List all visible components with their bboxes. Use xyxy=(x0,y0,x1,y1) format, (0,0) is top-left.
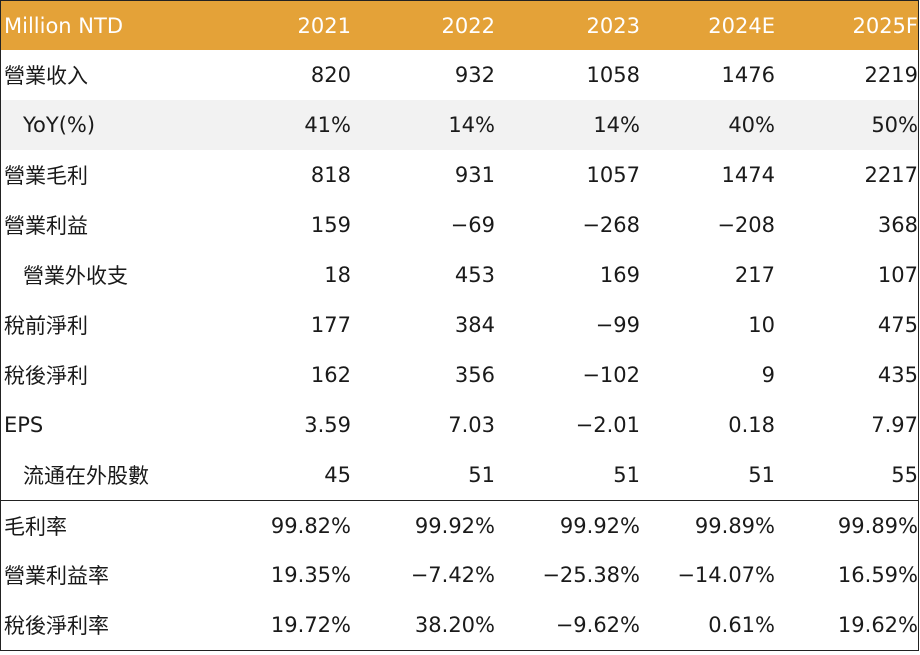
table-cell: −268 xyxy=(582,213,640,237)
table-cell: 162 xyxy=(310,363,351,387)
row-label: 營業收入 xyxy=(4,64,88,88)
table-cell: −69 xyxy=(450,213,495,237)
header-year: 2021 xyxy=(297,13,351,38)
table-cell: 50% xyxy=(871,113,918,137)
row-label: 營業外收支 xyxy=(23,264,128,288)
table-cell: −99 xyxy=(595,313,640,337)
table-cell: 1474 xyxy=(721,163,775,187)
table-cell: 356 xyxy=(454,363,495,387)
row-label: 稅前淨利 xyxy=(4,314,88,338)
header-year: 2025F xyxy=(852,13,918,38)
table-header-row: Million NTD 2021 2022 2023 2024E 2025F xyxy=(1,0,918,50)
table-row-revenue: 營業收入 820 932 1058 1476 2219 xyxy=(1,50,918,100)
table-cell: 453 xyxy=(454,263,495,287)
table-cell: 818 xyxy=(310,163,351,187)
header-unit-label: Million NTD xyxy=(4,13,123,38)
table-cell: 45 xyxy=(324,463,351,487)
table-cell: 9 xyxy=(761,363,775,387)
table-cell: 2217 xyxy=(864,163,918,187)
table-cell: −208 xyxy=(717,213,775,237)
table-row-non-operating: 營業外收支 18 453 169 217 107 xyxy=(1,250,918,300)
table-cell: 820 xyxy=(310,63,351,87)
table-cell: 435 xyxy=(877,363,918,387)
table-cell: 99.82% xyxy=(270,513,351,538)
table-row-operating-margin: 營業利益率 19.35% −7.42% −25.38% −14.07% 16.5… xyxy=(1,550,918,600)
table-cell: −14.07% xyxy=(677,563,775,587)
table-cell: 10 xyxy=(748,313,775,337)
table-cell: 19.35% xyxy=(270,563,351,587)
row-label: 稅後淨利率 xyxy=(4,614,109,638)
table-cell: 7.03 xyxy=(448,413,495,437)
table-cell: 14% xyxy=(593,113,640,137)
header-year: 2022 xyxy=(441,13,495,38)
table-row-yoy: YoY(%) 41% 14% 14% 40% 50% xyxy=(1,100,918,150)
table-cell: 38.20% xyxy=(414,613,495,637)
table-cell: 3.59 xyxy=(304,413,351,437)
table-cell: 368 xyxy=(877,213,918,237)
row-label: 毛利率 xyxy=(4,514,67,539)
table-cell: 19.72% xyxy=(270,613,351,637)
row-label: 營業毛利 xyxy=(4,164,88,188)
table-cell: 51 xyxy=(748,463,775,487)
table-cell: −2.01 xyxy=(575,413,640,437)
table-cell: 0.61% xyxy=(708,613,775,637)
table-cell: 19.62% xyxy=(837,613,918,637)
table-cell: −7.42% xyxy=(410,563,495,587)
table-row-pretax-income: 稅前淨利 177 384 −99 10 475 xyxy=(1,300,918,350)
table-cell: 14% xyxy=(448,113,495,137)
table-cell: −25.38% xyxy=(542,563,640,587)
table-cell: 40% xyxy=(728,113,775,137)
table-cell: 55 xyxy=(891,463,918,487)
table-cell: 159 xyxy=(310,213,351,237)
row-label: 流通在外股數 xyxy=(23,464,149,488)
table-cell: 475 xyxy=(877,313,918,337)
table-cell: 99.92% xyxy=(414,513,495,538)
table-cell: 99.89% xyxy=(694,513,775,538)
table-cell: 177 xyxy=(310,313,351,337)
table-row-gross-profit: 營業毛利 818 931 1057 1474 2217 xyxy=(1,150,918,200)
row-label: 營業利益 xyxy=(4,214,88,238)
header-year: 2023 xyxy=(586,13,640,38)
table-cell: 51 xyxy=(613,463,640,487)
table-cell: 1476 xyxy=(721,63,775,87)
table-cell: 169 xyxy=(599,263,640,287)
table-cell: 51 xyxy=(468,463,495,487)
table-cell: 7.97 xyxy=(871,413,918,437)
row-label: EPS xyxy=(4,413,44,437)
table-cell: 932 xyxy=(454,63,495,87)
table-cell: −102 xyxy=(582,363,640,387)
table-cell: 16.59% xyxy=(837,563,918,587)
table-cell: 0.18 xyxy=(728,413,775,437)
row-label: 稅後淨利 xyxy=(4,364,88,388)
table-cell: 1058 xyxy=(586,63,640,87)
table-cell: 1057 xyxy=(586,163,640,187)
table-row-gross-margin: 毛利率 99.82% 99.92% 99.92% 99.89% 99.89% xyxy=(1,500,918,550)
table-row-shares-outstanding: 流通在外股數 45 51 51 51 55 xyxy=(1,450,918,500)
row-label: YoY(%) xyxy=(23,113,96,137)
header-year: 2024E xyxy=(708,13,775,38)
table-cell: 107 xyxy=(877,263,918,287)
table-cell: 18 xyxy=(324,263,351,287)
table-cell: 931 xyxy=(454,163,495,187)
table-row-net-margin: 稅後淨利率 19.72% 38.20% −9.62% 0.61% 19.62% xyxy=(1,600,918,650)
row-label: 營業利益率 xyxy=(4,564,109,588)
table-cell: 41% xyxy=(304,113,351,137)
table-cell: 99.89% xyxy=(837,513,918,538)
table-cell: −9.62% xyxy=(555,613,640,637)
table-cell: 217 xyxy=(734,263,775,287)
table-row-net-income: 稅後淨利 162 356 −102 9 435 xyxy=(1,350,918,400)
table-cell: 384 xyxy=(454,313,495,337)
table-cell: 2219 xyxy=(864,63,918,87)
table-cell: 99.92% xyxy=(559,513,640,538)
table-row-eps: EPS 3.59 7.03 −2.01 0.18 7.97 xyxy=(1,400,918,450)
table-row-operating-income: 營業利益 159 −69 −268 −208 368 xyxy=(1,200,918,250)
